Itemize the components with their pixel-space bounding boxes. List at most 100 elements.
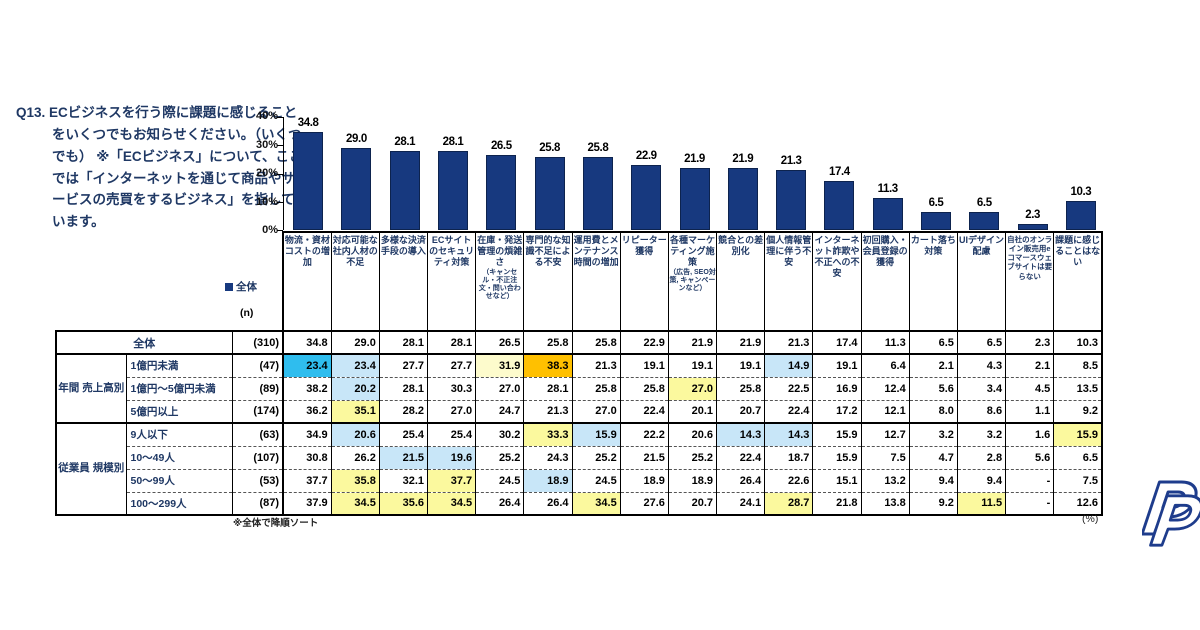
value-cell: 13.5 <box>1053 376 1104 400</box>
value-cell: 28.1 <box>378 376 429 400</box>
bar-value-label: 21.9 <box>732 153 754 166</box>
value-cell: 21.3 <box>571 353 621 377</box>
value-cell: 20.1 <box>667 399 718 423</box>
table-row: 5億円以上 (174) 36.2 35.1 28.2 27.0 24.7 21.3 27.0 22… <box>56 399 1104 423</box>
bar <box>776 169 807 230</box>
n-cell: (107) <box>231 445 284 469</box>
y-axis-tick-mark <box>277 173 283 175</box>
bar <box>341 148 372 230</box>
value-cell: 28.1 <box>427 330 477 355</box>
value-cell: 26.4 <box>716 468 766 492</box>
table-row: 50～99人 (53) 37.7 35.8 32.1 37.7 24.5 18.9 24.5 18… <box>56 468 1104 492</box>
value-cell: 34.5 <box>427 491 477 516</box>
bar <box>534 157 565 230</box>
bar-column: 10.3 <box>1057 117 1105 230</box>
bar <box>293 131 324 230</box>
bar-value-label: 11.3 <box>877 183 899 196</box>
value-cell: 34.9 <box>282 422 332 446</box>
category-header-row: 物流・資材コストの増加 対応可能な社内人材の不足 多様な決済手段の導入 ECサイトのセ… <box>56 231 1104 332</box>
table-row: 10～49人 (107) 30.8 26.2 21.5 19.6 25.2 24.3 25.2 2… <box>56 445 1104 469</box>
table-row: 1億円～5億円未満 (89) 38.2 20.2 28.1 30.3 27.0 28.1 25.… <box>56 376 1104 400</box>
value-cell: 2.1 <box>1005 353 1055 377</box>
bar-value-label: 21.3 <box>780 154 802 167</box>
value-cell: 21.9 <box>667 330 718 355</box>
value-cell: 27.7 <box>427 353 477 377</box>
value-cell: 10.3 <box>1053 330 1104 355</box>
value-cell: 6.4 <box>860 353 910 377</box>
value-cell: 21.5 <box>378 445 429 469</box>
bar-value-label: 34.8 <box>297 116 319 129</box>
value-cell: 28.7 <box>764 491 814 516</box>
bar-value-label: 26.5 <box>490 140 512 153</box>
value-cell: 22.4 <box>619 399 669 423</box>
bar-value-label: 10.3 <box>1070 185 1092 198</box>
bar <box>486 155 517 230</box>
value-cell: 4.5 <box>1005 376 1055 400</box>
value-cell: 2.1 <box>908 353 958 377</box>
value-cell: 14.3 <box>764 422 814 446</box>
value-cell: 26.2 <box>330 445 380 469</box>
y-axis-tick-label: 40% <box>255 110 278 122</box>
value-cell: 19.6 <box>427 445 477 469</box>
value-cell: 30.3 <box>427 376 477 400</box>
value-cell: 8.5 <box>1053 353 1104 377</box>
column-header: ECサイトのセキュリティ対策 <box>427 231 477 332</box>
value-cell: 37.7 <box>282 468 332 492</box>
value-cell: 27.0 <box>475 376 525 400</box>
value-cell: - <box>1005 491 1055 516</box>
value-cell: 2.3 <box>1005 330 1055 355</box>
value-cell: 15.1 <box>812 468 862 492</box>
value-cell: 12.6 <box>1053 491 1104 516</box>
value-cell: 37.7 <box>427 468 477 492</box>
value-cell: 24.5 <box>571 468 621 492</box>
value-cell: 7.5 <box>860 445 910 469</box>
value-cell: 22.5 <box>764 376 814 400</box>
value-cell: 5.6 <box>908 376 958 400</box>
bar-value-label: 2.3 <box>1025 208 1040 221</box>
value-cell: 26.4 <box>475 491 525 516</box>
value-cell: 20.7 <box>716 399 766 423</box>
value-cell: 4.7 <box>908 445 958 469</box>
value-cell: 14.3 <box>716 422 766 446</box>
y-axis-tick-mark <box>277 145 283 147</box>
value-cell: 2.8 <box>956 445 1007 469</box>
bar-value-label: 28.1 <box>394 135 416 148</box>
value-cell: 9.4 <box>908 468 958 492</box>
value-cell: 21.8 <box>812 491 862 516</box>
n-cell: (63) <box>231 422 284 446</box>
row-label: 全体 <box>55 330 232 355</box>
value-cell: 5.6 <box>1005 445 1055 469</box>
value-cell: 1.6 <box>1005 422 1055 446</box>
row-label: 5億円以上 <box>125 399 233 423</box>
column-header: UIデザイン配慮 <box>956 231 1007 332</box>
value-cell: 3.2 <box>908 422 958 446</box>
bar <box>389 150 420 230</box>
bar-column: 29.0 <box>332 117 380 230</box>
bar <box>1065 200 1096 230</box>
bar <box>679 168 710 230</box>
bar-value-label: 25.8 <box>539 142 561 155</box>
value-cell: 7.5 <box>1053 468 1104 492</box>
value-cell: 31.9 <box>475 353 525 377</box>
n-column-header: (n) <box>240 307 254 319</box>
n-cell: (87) <box>231 491 284 516</box>
value-cell: 13.2 <box>860 468 910 492</box>
column-header: 多様な決済手段の導入 <box>378 231 429 332</box>
group-label: 年間 売上高別 <box>55 353 127 424</box>
value-cell: 15.9 <box>812 445 862 469</box>
value-cell: 24.3 <box>523 445 573 469</box>
n-cell: (174) <box>231 399 284 423</box>
value-cell: 6.5 <box>908 330 958 355</box>
value-cell: 27.6 <box>619 491 669 516</box>
bar-value-label: 28.1 <box>442 135 464 148</box>
column-header: 運用費とメンテナンス時間の増加 <box>571 231 621 332</box>
value-cell: 25.8 <box>571 376 621 400</box>
value-cell: 33.3 <box>523 422 573 446</box>
value-cell: 15.9 <box>571 422 621 446</box>
value-cell: 21.3 <box>523 399 573 423</box>
value-cell: 15.9 <box>1053 422 1104 446</box>
bar-value-label: 29.0 <box>346 133 367 146</box>
value-cell: 4.3 <box>956 353 1007 377</box>
column-header: 専門的な知識不足による不安 <box>523 231 573 332</box>
value-cell: 17.4 <box>812 330 862 355</box>
